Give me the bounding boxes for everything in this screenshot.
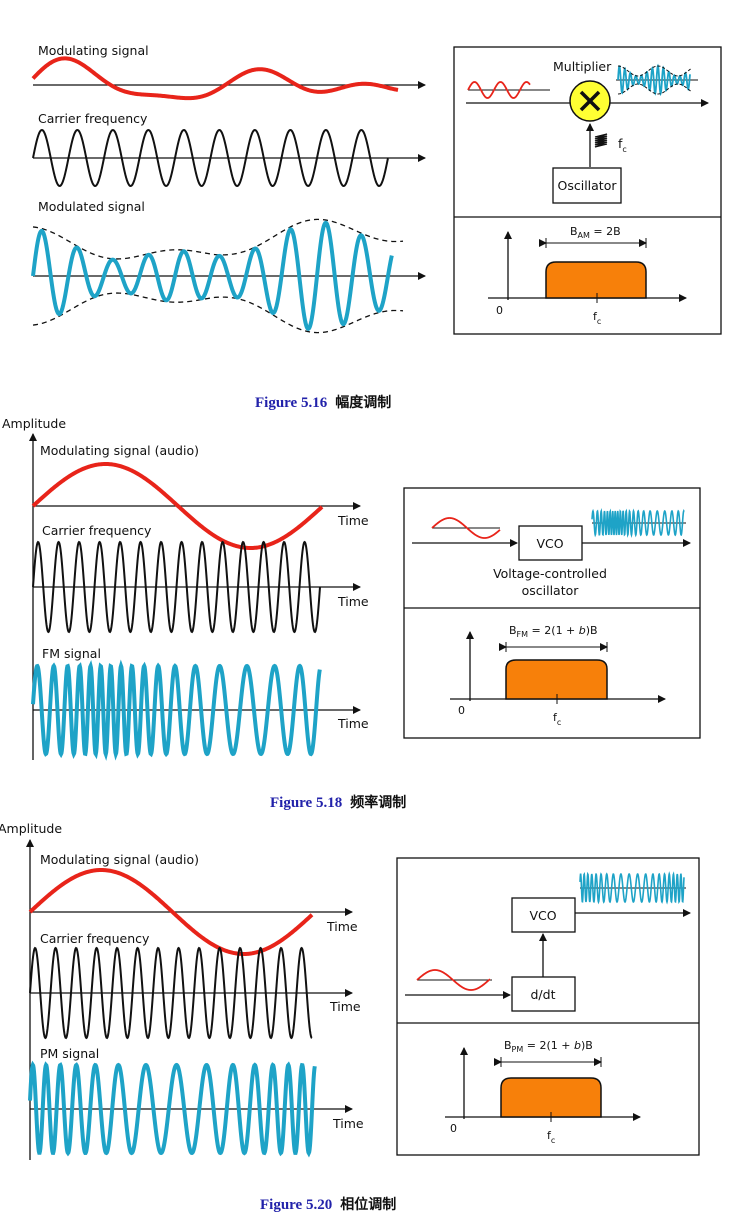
coil-icon — [594, 133, 608, 148]
pm-waveform-panel: Amplitude Modulating signal (audio) Time… — [0, 821, 364, 1160]
am-mini-modulating-wave — [467, 81, 531, 99]
fm-vco-desc-line1: Voltage-controlled — [493, 566, 607, 581]
pm-time-label-3: Time — [332, 1116, 364, 1131]
fm-mini-modulating-wave — [431, 517, 501, 539]
multiplier-icon — [569, 80, 611, 122]
fm-waveform-panel: Amplitude Modulating signal (audio) Time… — [2, 416, 369, 761]
am-modulated-label: Modulated signal — [38, 199, 145, 214]
pm-carrier-label: Carrier frequency — [40, 931, 150, 946]
am-waveform-panel: Modulating signal Carrier frequency Modu… — [31, 43, 426, 334]
pm-caption-number: Figure 5.20 — [260, 1197, 333, 1213]
pm-modulating-label: Modulating signal (audio) — [40, 852, 199, 867]
fm-carrier-label: Carrier frequency — [42, 523, 152, 538]
pm-figure-caption: Figure 5.20 相位调制 — [260, 1194, 396, 1214]
pm-signal-label: PM signal — [40, 1046, 99, 1061]
fm-time-label-1: Time — [337, 513, 369, 528]
fm-modulating-wave — [31, 462, 324, 550]
am-block-frame — [453, 46, 722, 335]
am-envelope-upper — [32, 218, 404, 260]
fm-vco-desc-line2: oscillator — [522, 583, 580, 598]
pm-amplitude-label: Amplitude — [0, 821, 62, 836]
ddt-label: d/dt — [531, 987, 556, 1002]
pm-origin-label: 0 — [450, 1122, 457, 1135]
am-modulating-label: Modulating signal — [38, 43, 149, 58]
fm-mini-modulated-wave — [591, 508, 685, 539]
fm-modulating-label: Modulating signal (audio) — [40, 443, 199, 458]
am-fc-label: fc — [618, 136, 627, 154]
fm-signal-label: FM signal — [42, 646, 101, 661]
fm-bandwidth-formula: BFM = 2(1 + b)B — [509, 624, 598, 639]
am-origin-label: 0 — [496, 304, 503, 317]
pm-figure: Amplitude Modulating signal (audio) Time… — [0, 821, 700, 1160]
pm-band-fc-label: fc — [547, 1129, 555, 1145]
oscillator-label: Oscillator — [558, 178, 618, 193]
fm-carrier-wave — [32, 540, 321, 634]
pm-vco-label: VCO — [529, 908, 556, 923]
am-multiplier-label: Multiplier — [553, 59, 612, 74]
pm-bandwidth-formula: BPM = 2(1 + b)B — [504, 1039, 593, 1054]
pm-time-label-2: Time — [329, 999, 361, 1014]
pm-bandwidth-block — [500, 1077, 602, 1118]
am-figure: Modulating signal Carrier frequency Modu… — [31, 43, 722, 335]
fm-amplitude-label: Amplitude — [2, 416, 66, 431]
am-band-fc-label: fc — [593, 310, 601, 326]
fm-band-fc-label: fc — [553, 711, 561, 727]
am-caption-title: 幅度调制 — [335, 395, 392, 411]
fm-figure-caption: Figure 5.18 频率调制 — [270, 792, 406, 812]
pm-block-frame — [396, 857, 700, 1156]
pm-carrier-wave — [29, 946, 313, 1040]
fm-figure: Amplitude Modulating signal (audio) Time… — [2, 416, 701, 761]
fm-bandwidth-block — [505, 659, 608, 700]
am-caption-number: Figure 5.16 — [255, 395, 328, 411]
am-carrier-wave — [32, 128, 389, 188]
pm-mini-modulating-wave — [416, 969, 491, 991]
am-figure-caption: Figure 5.16 幅度调制 — [255, 392, 391, 412]
fm-block-frame — [403, 487, 701, 739]
pm-vco-box — [511, 897, 576, 933]
am-mini-envelope-lower — [617, 83, 693, 95]
am-mini-modulated-wave — [617, 63, 691, 97]
fm-modulated-wave — [31, 659, 322, 761]
fm-vco-label: VCO — [536, 536, 563, 551]
fm-time-label-3: Time — [337, 716, 369, 731]
oscillator-box — [552, 167, 622, 204]
pm-modulating-wave — [28, 867, 314, 957]
am-bandwidth-formula: BAM = 2B — [570, 225, 621, 240]
ddt-box — [511, 976, 576, 1012]
pm-block-diagram: d/dt VCO BPM = 2(1 + b)B 0 fc — [396, 857, 700, 1156]
am-envelope-lower — [32, 292, 404, 334]
fm-origin-label: 0 — [458, 704, 465, 717]
pm-caption-title: 相位调制 — [340, 1197, 397, 1213]
am-carrier-label: Carrier frequency — [38, 111, 148, 126]
am-block-diagram: Multiplier fc Oscillator BAM = 2B 0 — [453, 46, 722, 335]
am-bandwidth-block — [545, 261, 647, 299]
pm-modulated-wave — [28, 1060, 317, 1158]
fm-vco-box — [518, 525, 583, 561]
am-modulating-wave — [31, 56, 399, 101]
am-modulated-wave — [31, 220, 394, 331]
fm-block-diagram: VCO Voltage-controlled oscillator BFM = … — [403, 487, 701, 739]
pm-mini-modulated-wave — [579, 871, 685, 905]
fm-caption-number: Figure 5.18 — [270, 795, 343, 811]
am-mini-envelope-upper — [617, 65, 693, 77]
fm-caption-title: 频率调制 — [350, 795, 407, 811]
pm-time-label-1: Time — [326, 919, 358, 934]
fm-time-label-2: Time — [337, 594, 369, 609]
